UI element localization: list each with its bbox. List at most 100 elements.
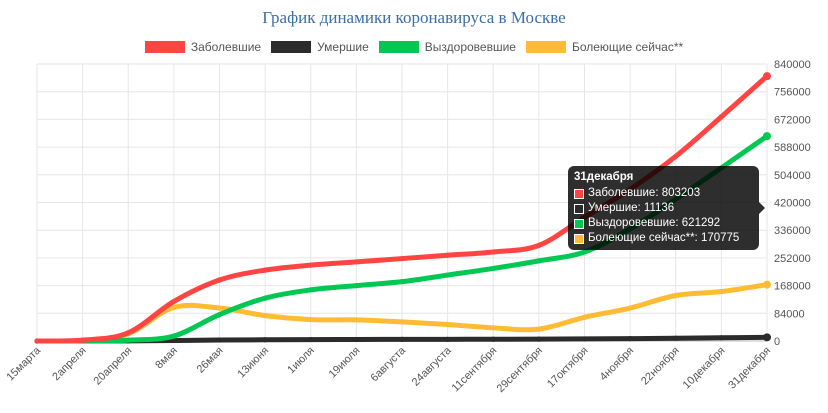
y-tick-label: 504000 xyxy=(774,170,811,182)
data-point-2-7[interactable] xyxy=(353,283,359,289)
data-point-3-10[interactable] xyxy=(490,325,496,331)
data-point-0-7[interactable] xyxy=(353,259,359,265)
legend-item-deaths[interactable]: Умершие xyxy=(271,40,369,54)
tooltip-row-sick: Заболевшие: 803203 xyxy=(574,186,753,201)
data-point-0-11[interactable] xyxy=(536,242,542,248)
data-point-1-4[interactable] xyxy=(216,337,223,343)
x-tick-label: 1июля xyxy=(285,345,317,377)
y-tick-label: 840000 xyxy=(774,59,811,71)
tooltip-text-deaths: Умершие: 11136 xyxy=(588,202,675,214)
data-point-1-5[interactable] xyxy=(262,337,268,343)
tooltip-row-recovered: Выздоровевшие: 621292 xyxy=(574,216,753,231)
data-point-2-10[interactable] xyxy=(490,265,496,272)
x-tick-label: 4ноября xyxy=(598,345,637,384)
data-point-2-2[interactable] xyxy=(125,337,131,343)
data-point-0-6[interactable] xyxy=(308,262,314,268)
data-point-1-3[interactable] xyxy=(171,337,177,344)
data-point-0-9[interactable] xyxy=(445,252,451,258)
x-tick-label: 19июля xyxy=(327,345,363,381)
x-tick-label: 13июня xyxy=(235,345,271,381)
tooltip: 31декабря Заболевшие: 803203 Умершие: 11… xyxy=(568,166,765,250)
tooltip-arrow xyxy=(759,202,765,214)
tooltip-row-deaths: Умершие: 11136 xyxy=(574,201,753,216)
data-point-3-5[interactable] xyxy=(262,313,268,319)
tooltip-swatch-recovered xyxy=(574,218,584,229)
data-point-1-10[interactable] xyxy=(490,336,496,342)
legend-swatch-recovered xyxy=(378,41,419,53)
x-tick-label: 24августа xyxy=(410,344,455,389)
y-tick-label: 336000 xyxy=(774,225,811,237)
data-point-2-3[interactable] xyxy=(171,333,177,339)
data-point-3-14[interactable] xyxy=(673,292,679,299)
tooltip-title: 31декабря xyxy=(574,171,634,183)
legend-item-recovered[interactable]: Выздоровевшие xyxy=(378,40,516,54)
x-tick-label: 22ноября xyxy=(639,345,682,388)
y-tick-label: 0 xyxy=(774,336,780,348)
y-tick-label: 588000 xyxy=(774,142,811,154)
data-point-0-1[interactable] xyxy=(80,337,86,343)
x-tick-label: 6августа xyxy=(369,344,409,384)
data-point-3-9[interactable] xyxy=(445,321,451,328)
legend-swatch-sick xyxy=(144,41,185,53)
data-point-1-7[interactable] xyxy=(353,336,359,343)
data-point-2-6[interactable] xyxy=(308,287,314,293)
x-tick-label: 15марта xyxy=(4,344,43,383)
data-point-1-6[interactable] xyxy=(308,336,314,343)
legend-item-active[interactable]: Болеющие сейчас** xyxy=(525,40,683,54)
data-point-0-8[interactable] xyxy=(399,255,405,262)
data-point-1-16[interactable] xyxy=(763,333,771,342)
data-point-3-15[interactable] xyxy=(718,288,724,295)
data-point-0-2[interactable] xyxy=(125,330,131,336)
x-tick-label: 26мая xyxy=(195,345,226,376)
x-axis-labels: 15марта 2апреля 20апреля 8мая 26мая 13июня 1ию… xyxy=(4,344,773,395)
data-point-3-3[interactable] xyxy=(171,304,177,310)
data-point-2-12[interactable] xyxy=(581,249,588,255)
data-point-3-16[interactable] xyxy=(763,280,771,289)
data-point-2-11[interactable] xyxy=(536,258,542,264)
data-point-3-6[interactable] xyxy=(308,316,314,323)
x-tick-label: 17октября xyxy=(545,345,591,391)
tooltip-swatch-active xyxy=(574,233,584,244)
data-point-1-13[interactable] xyxy=(627,336,633,342)
tooltip-swatch-sick xyxy=(574,188,584,199)
data-point-1-15[interactable] xyxy=(718,335,724,341)
data-point-3-12[interactable] xyxy=(581,314,588,320)
data-point-0-4[interactable] xyxy=(216,277,223,283)
x-tick-label: 10декабря xyxy=(681,345,728,392)
legend-label-deaths: Умершие xyxy=(317,40,369,54)
data-point-2-5[interactable] xyxy=(262,295,268,301)
y-axis-labels: 0 84000 168000 252000 336000 420000 504000 5880… xyxy=(774,59,811,348)
data-point-1-14[interactable] xyxy=(673,335,679,341)
legend-swatch-active xyxy=(525,41,566,53)
y-tick-label: 756000 xyxy=(774,87,811,99)
data-point-1-11[interactable] xyxy=(536,336,542,342)
x-tick-label: 11сентября xyxy=(450,345,500,395)
data-point-0-5[interactable] xyxy=(262,267,268,273)
data-point-0-16[interactable] xyxy=(763,72,771,81)
x-tick-label: 20апреля xyxy=(92,345,135,388)
data-point-3-11[interactable] xyxy=(536,326,542,332)
data-point-0-14[interactable] xyxy=(673,153,679,159)
y-tick-label: 168000 xyxy=(774,281,811,293)
data-point-0-15[interactable] xyxy=(718,114,724,120)
data-point-0-3[interactable] xyxy=(171,298,177,305)
y-tick-label: 672000 xyxy=(774,114,811,126)
data-point-3-13[interactable] xyxy=(627,305,633,311)
data-point-3-8[interactable] xyxy=(399,319,405,325)
data-point-2-8[interactable] xyxy=(399,279,405,285)
data-point-2-9[interactable] xyxy=(445,272,451,278)
data-point-1-12[interactable] xyxy=(581,336,588,342)
data-point-0-0[interactable] xyxy=(34,338,40,344)
legend-item-sick[interactable]: Заболевшие xyxy=(144,40,262,54)
data-point-3-7[interactable] xyxy=(353,317,359,323)
y-tick-label: 252000 xyxy=(774,253,811,265)
data-point-2-4[interactable] xyxy=(216,312,223,318)
data-point-3-4[interactable] xyxy=(216,305,223,311)
data-point-1-8[interactable] xyxy=(399,336,405,342)
tooltip-text-recovered: Выздоровевшие: 621292 xyxy=(588,217,721,229)
legend-label-sick: Заболевшие xyxy=(190,40,262,54)
data-point-1-9[interactable] xyxy=(445,336,451,342)
data-point-0-10[interactable] xyxy=(490,249,496,255)
data-point-2-16[interactable] xyxy=(763,132,771,141)
